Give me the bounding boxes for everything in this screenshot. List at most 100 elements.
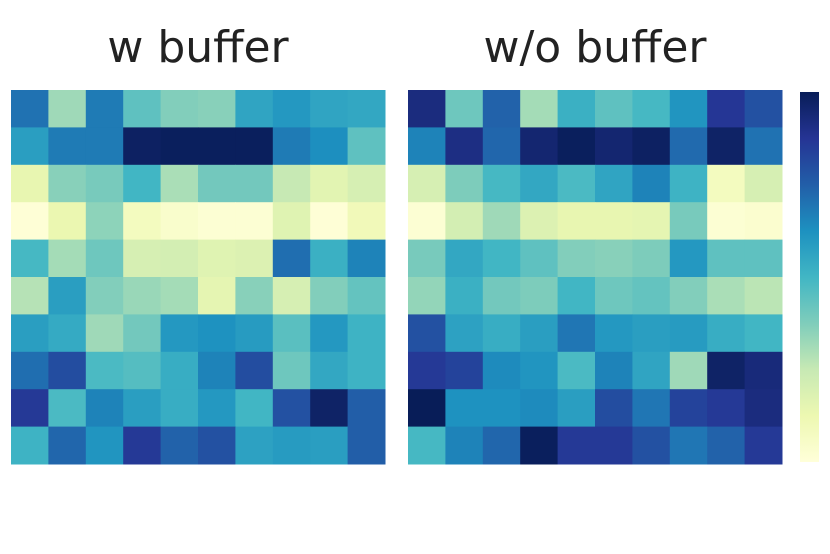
heatmap-cell	[520, 127, 559, 166]
heatmap-cell	[707, 202, 746, 241]
heatmap-cell	[347, 426, 386, 465]
heatmap-cell	[595, 164, 633, 203]
heatmap-cell	[482, 164, 521, 203]
heatmap-cell	[744, 351, 783, 390]
heatmap-cell	[632, 426, 671, 465]
heatmap-cell	[707, 426, 746, 465]
heatmap-cell	[445, 389, 484, 428]
heatmap-cell	[557, 202, 596, 241]
heatmap-cell	[272, 314, 311, 353]
heatmap-cell	[557, 426, 596, 465]
heatmap-cell	[632, 351, 671, 390]
heatmap-cell	[669, 127, 708, 166]
heatmap-cell	[85, 239, 124, 278]
heatmap-cell	[123, 426, 162, 465]
heatmap-cell	[595, 202, 633, 241]
heatmap-cell	[85, 127, 124, 166]
heatmap-cell	[160, 239, 199, 278]
heatmap-cell	[445, 314, 484, 353]
heatmap-cell	[669, 426, 708, 465]
heatmap-cell	[669, 314, 708, 353]
heatmap-cell	[272, 426, 311, 465]
heatmap-cell	[482, 389, 521, 428]
heatmap-cell	[11, 314, 49, 353]
heatmap-cell	[520, 389, 559, 428]
chart-title: w buffer	[107, 22, 289, 73]
heatmap-cell	[445, 277, 484, 315]
heatmap-cell	[557, 127, 596, 166]
heatmap-cell	[445, 90, 484, 128]
heatmap-cell	[595, 239, 633, 278]
heatmap-cell	[272, 127, 311, 166]
heatmap-cell	[235, 351, 274, 390]
heatmap-cell	[123, 314, 162, 353]
heatmap-cell	[669, 202, 708, 241]
heatmap-cell	[632, 389, 671, 428]
heatmap-cell	[482, 127, 521, 166]
heatmap-cell	[235, 426, 274, 465]
heatmap-cell	[482, 202, 521, 241]
heatmap-cell	[85, 314, 124, 353]
heatmap-cell	[408, 202, 446, 241]
heatmap-cell	[235, 314, 274, 353]
heatmap-cell	[744, 426, 783, 465]
heatmap-cell	[557, 277, 596, 315]
heatmap-cell	[272, 90, 311, 128]
heatmap-cell	[310, 90, 349, 128]
heatmap-cell	[11, 202, 49, 241]
heatmap-cell	[520, 426, 559, 465]
heatmap-cell	[520, 277, 559, 315]
heatmap-cell	[632, 127, 671, 166]
heatmap-cell	[669, 351, 708, 390]
heatmap-cell	[445, 351, 484, 390]
heatmap-cell	[744, 202, 783, 241]
heatmap-cell	[408, 426, 446, 465]
heatmap-cell	[408, 127, 446, 166]
heatmap-cell	[85, 164, 124, 203]
heatmap-cell	[445, 426, 484, 465]
heatmap-cell	[310, 351, 349, 390]
heatmap-cell	[123, 164, 162, 203]
heatmap-cell	[48, 90, 87, 128]
heatmap-cell	[347, 314, 386, 353]
heatmap-cell	[272, 389, 311, 428]
heatmap-cell	[310, 239, 349, 278]
heatmap-cell	[595, 127, 633, 166]
heatmap-cell	[347, 239, 386, 278]
heatmap-cell	[11, 127, 49, 166]
heatmap-cell	[520, 351, 559, 390]
heatmap-cell	[408, 239, 446, 278]
heatmap-cell	[669, 277, 708, 315]
heatmap-cell	[11, 90, 49, 128]
heatmap-cell	[160, 164, 199, 203]
heatmap-cell	[48, 164, 87, 203]
heatmap-cell	[595, 314, 633, 353]
heatmap-cell	[48, 389, 87, 428]
heatmap-cell	[445, 164, 484, 203]
heatmap-cell	[198, 202, 236, 241]
heatmap-cell	[85, 90, 124, 128]
heatmap-cell	[123, 389, 162, 428]
heatmap-cell	[482, 90, 521, 128]
heatmap-cell	[445, 239, 484, 278]
heatmap-cell	[520, 164, 559, 203]
heatmap-cell	[408, 314, 446, 353]
heatmap-cell	[160, 202, 199, 241]
heatmap-cell	[11, 426, 49, 465]
heatmap-cell	[408, 90, 446, 128]
heatmap-cell	[123, 127, 162, 166]
heatmap-cell	[520, 314, 559, 353]
heatmap-cell	[632, 90, 671, 128]
heatmap-cell	[557, 90, 596, 128]
heatmap-cell	[744, 164, 783, 203]
heatmap-cell	[11, 277, 49, 315]
heatmap-cell	[198, 314, 236, 353]
heatmap-cell	[347, 351, 386, 390]
heatmap-cell	[310, 164, 349, 203]
heatmap-cell	[595, 277, 633, 315]
heatmap-cell	[347, 202, 386, 241]
heatmap-cell	[123, 351, 162, 390]
heatmap-cell	[310, 277, 349, 315]
